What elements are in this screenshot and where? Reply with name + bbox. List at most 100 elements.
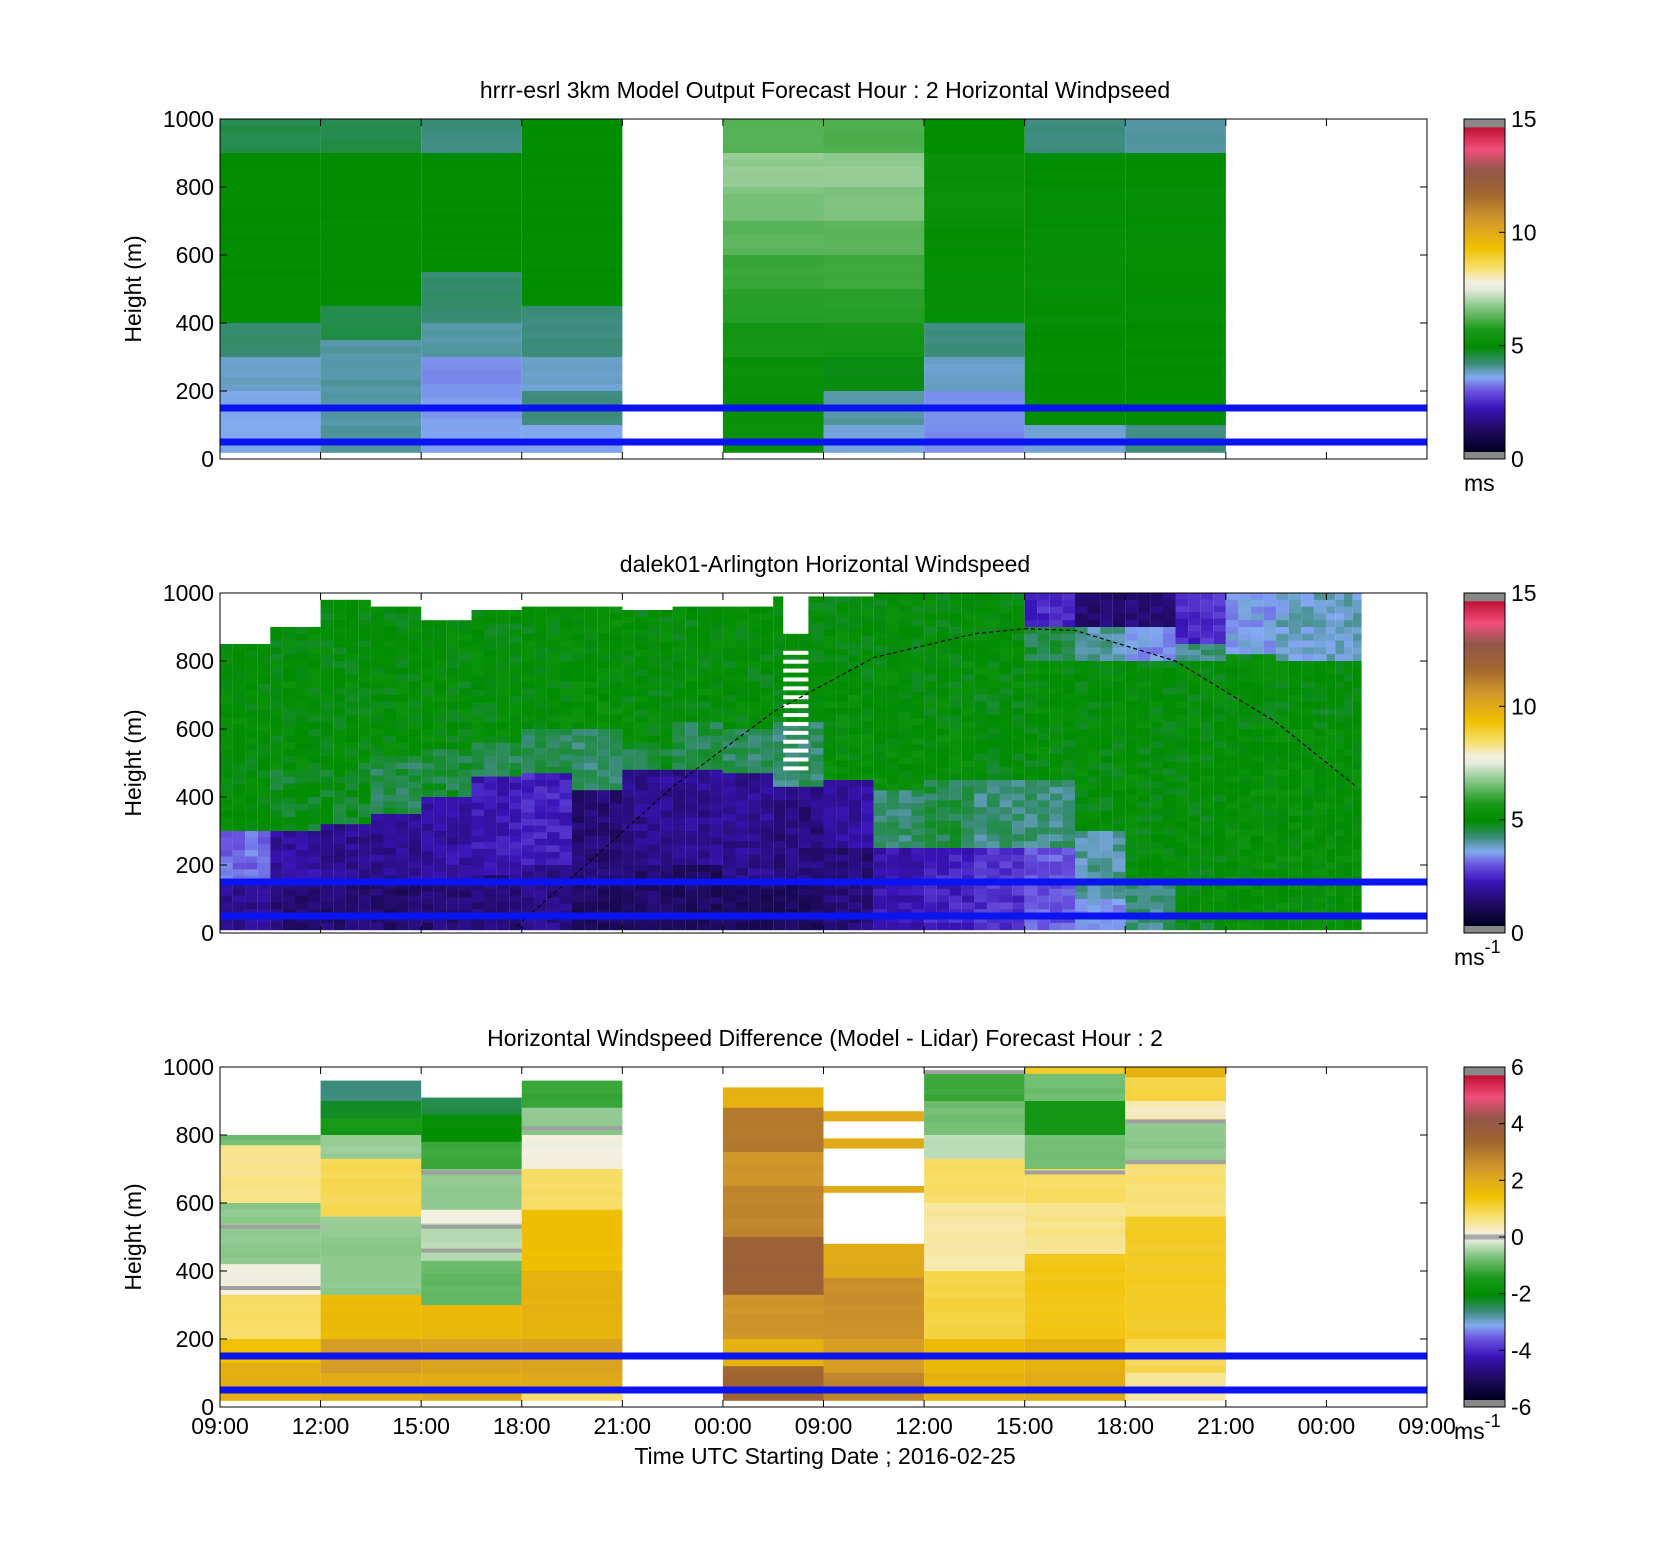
heatmap-cell	[986, 734, 1000, 742]
heatmap-cell	[1112, 627, 1126, 635]
heatmap-cell	[220, 831, 233, 838]
heatmap-cell	[722, 343, 824, 351]
heatmap-cell	[647, 749, 661, 757]
heatmap-cell	[848, 649, 862, 657]
heatmap-cell	[559, 799, 573, 807]
heatmap-cell	[1276, 681, 1289, 689]
heatmap-cell	[1313, 822, 1327, 830]
heatmap-cell	[647, 676, 661, 684]
heatmap-cell	[999, 868, 1013, 876]
heatmap-cell	[936, 807, 950, 815]
heatmap-cell	[861, 848, 874, 856]
heatmap-cell	[1100, 837, 1113, 846]
heatmap-cell	[1175, 882, 1189, 890]
heatmap-cell	[1075, 593, 1088, 601]
heatmap-cell	[257, 770, 271, 779]
heatmap-cell	[974, 861, 987, 869]
heatmap-cell	[685, 790, 698, 798]
heatmap-cell	[408, 922, 422, 931]
heatmap-cell	[911, 612, 925, 620]
heatmap-cell	[358, 922, 371, 931]
heatmap-cell	[722, 747, 736, 755]
heatmap-cell	[534, 640, 547, 648]
heatmap-cell	[396, 674, 409, 682]
heatmap-cell	[710, 890, 723, 898]
heatmap-cell	[597, 916, 610, 924]
heatmap-cell	[722, 302, 824, 310]
heatmap-cell	[685, 837, 698, 846]
heatmap-cell	[370, 742, 384, 750]
heatmap-cell	[509, 888, 522, 897]
heatmap-cell	[1251, 856, 1264, 864]
heatmap-cell	[1037, 780, 1050, 788]
heatmap-cell	[433, 865, 447, 873]
heatmap-cell	[974, 773, 987, 781]
heatmap-cell	[546, 903, 560, 911]
heatmap-cell	[1075, 776, 1088, 784]
heatmap-cell	[810, 773, 824, 781]
heatmap-cell	[710, 916, 723, 924]
heatmap-cell	[408, 814, 422, 822]
heatmap-cell	[748, 800, 761, 808]
heatmap-cell	[986, 753, 1000, 761]
heatmap-cell	[785, 807, 799, 815]
heatmap-cell	[1024, 707, 1038, 715]
heatmap-cell	[232, 657, 246, 665]
heatmap-cell	[773, 603, 786, 611]
heatmap-cell	[546, 606, 560, 614]
heatmap-cell	[722, 214, 824, 222]
heatmap-cell	[622, 769, 635, 778]
heatmap-cell	[572, 742, 585, 750]
heatmap-cell	[1024, 234, 1126, 242]
heatmap-cell	[1037, 848, 1050, 856]
heatmap-cell	[1200, 728, 1214, 736]
heatmap-cell	[760, 606, 774, 614]
heatmap-cell	[1301, 916, 1314, 924]
heatmap-cell	[936, 767, 950, 775]
heatmap-cell	[760, 854, 774, 863]
heatmap-cell	[1352, 640, 1362, 648]
heatmap-cell	[1251, 729, 1264, 737]
heatmap-cell	[622, 797, 635, 805]
heatmap-cell	[961, 640, 975, 648]
heatmap-cell	[898, 757, 912, 765]
heatmap-cell	[1125, 207, 1226, 215]
heatmap-cell	[823, 125, 925, 134]
heatmap-cell	[1024, 119, 1126, 127]
heatmap-cell	[446, 701, 459, 710]
heatmap-cell	[798, 642, 811, 650]
heatmap-cell	[521, 299, 623, 307]
heatmap-cell	[1062, 633, 1075, 642]
heatmap-cell	[823, 773, 837, 781]
heatmap-cell	[1112, 817, 1126, 825]
heatmap-cell	[421, 735, 434, 744]
heatmap-cell	[798, 715, 811, 723]
heatmap-cell	[836, 655, 849, 663]
heatmap-cell	[986, 902, 1000, 910]
heatmap-cell	[358, 769, 371, 778]
heatmap-cell	[1225, 782, 1239, 790]
heatmap-cell	[1037, 700, 1050, 708]
heatmap-cell	[232, 644, 246, 652]
heatmap-cell	[1075, 905, 1088, 912]
heatmap-cell	[1100, 688, 1113, 696]
heatmap-cell	[710, 742, 723, 750]
heatmap-cell	[1225, 633, 1239, 642]
heatmap-cell	[911, 606, 925, 614]
heatmap-cell	[421, 749, 434, 757]
heatmap-cell	[220, 717, 233, 725]
heatmap-cell	[1251, 599, 1264, 608]
heatmap-cell	[836, 714, 849, 722]
heatmap-cell	[936, 722, 950, 730]
heatmap-cell	[1352, 729, 1362, 737]
heatmap-cell	[873, 725, 887, 733]
heatmap-cell	[521, 701, 535, 710]
heatmap-cell	[1352, 789, 1362, 797]
heatmap-cell	[961, 780, 975, 788]
heatmap-cell	[521, 153, 623, 161]
heatmap-cell	[647, 610, 661, 618]
heatmap-cell	[408, 820, 422, 829]
heatmap-cell	[1049, 753, 1063, 761]
heatmap-cell	[760, 868, 774, 876]
heatmap-cell	[521, 858, 535, 866]
